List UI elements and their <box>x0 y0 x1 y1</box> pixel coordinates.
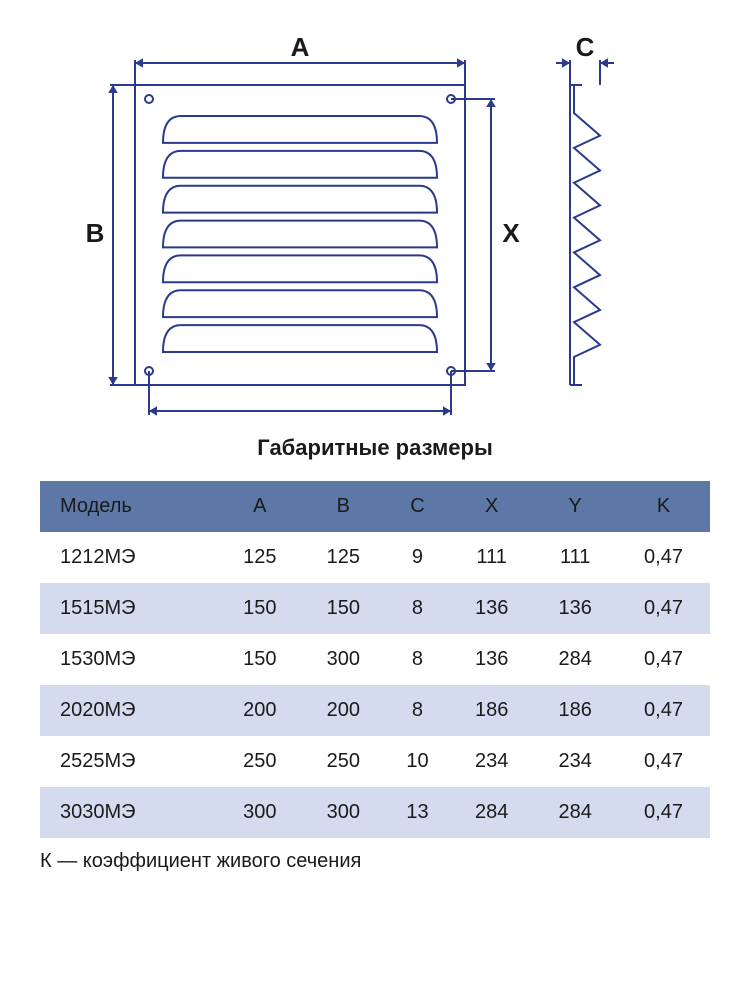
col-header: C <box>385 481 450 532</box>
table-row: 1530МЭ15030081362840,47 <box>40 634 710 685</box>
table-cell: 186 <box>450 685 534 736</box>
table-cell: 150 <box>218 583 302 634</box>
table-row: 2525МЭ250250102342340,47 <box>40 736 710 787</box>
dimensions-diagram: A B X Y C <box>40 30 710 420</box>
col-header: X <box>450 481 534 532</box>
table-cell: 0,47 <box>617 736 710 787</box>
diagram-svg: A B X Y C <box>40 30 710 420</box>
svg-text:B: B <box>86 218 105 248</box>
table-cell: 0,47 <box>617 532 710 583</box>
table-cell: 200 <box>302 685 386 736</box>
table-cell: 284 <box>533 787 617 838</box>
table-cell: 2525МЭ <box>40 736 218 787</box>
table-cell: 284 <box>533 634 617 685</box>
table-cell: 8 <box>385 685 450 736</box>
table-cell: 8 <box>385 583 450 634</box>
table-cell: 136 <box>450 634 534 685</box>
col-header: B <box>302 481 386 532</box>
table-cell: 136 <box>450 583 534 634</box>
table-header-row: МодельABCXYK <box>40 481 710 532</box>
table-title: Габаритные размеры <box>40 435 710 461</box>
table-cell: 300 <box>302 787 386 838</box>
table-cell: 1530МЭ <box>40 634 218 685</box>
table-cell: 234 <box>533 736 617 787</box>
table-cell: 0,47 <box>617 634 710 685</box>
table-cell: 234 <box>450 736 534 787</box>
col-header: Модель <box>40 481 218 532</box>
table-cell: 186 <box>533 685 617 736</box>
table-cell: 250 <box>302 736 386 787</box>
table-cell: 9 <box>385 532 450 583</box>
col-header: K <box>617 481 710 532</box>
table-cell: 1515МЭ <box>40 583 218 634</box>
table-cell: 300 <box>218 787 302 838</box>
table-cell: 136 <box>533 583 617 634</box>
table-cell: 111 <box>533 532 617 583</box>
footnote: К — коэффициент живого сечения <box>40 850 710 873</box>
table-cell: 3030МЭ <box>40 787 218 838</box>
table-cell: 0,47 <box>617 787 710 838</box>
svg-text:Y: Y <box>291 416 308 420</box>
svg-text:A: A <box>291 32 310 62</box>
table-row: 1515МЭ15015081361360,47 <box>40 583 710 634</box>
table-cell: 250 <box>218 736 302 787</box>
table-cell: 13 <box>385 787 450 838</box>
table-cell: 111 <box>450 532 534 583</box>
table-cell: 150 <box>302 583 386 634</box>
table-cell: 125 <box>218 532 302 583</box>
table-cell: 0,47 <box>617 583 710 634</box>
table-cell: 2020МЭ <box>40 685 218 736</box>
table-cell: 1212МЭ <box>40 532 218 583</box>
table-cell: 150 <box>218 634 302 685</box>
table-row: 2020МЭ20020081861860,47 <box>40 685 710 736</box>
svg-text:C: C <box>576 32 595 62</box>
table-row: 1212МЭ12512591111110,47 <box>40 532 710 583</box>
table-cell: 284 <box>450 787 534 838</box>
table-body: 1212МЭ12512591111110,471515МЭ15015081361… <box>40 532 710 838</box>
col-header: A <box>218 481 302 532</box>
table-cell: 200 <box>218 685 302 736</box>
svg-text:X: X <box>502 218 520 248</box>
table-cell: 10 <box>385 736 450 787</box>
table-cell: 125 <box>302 532 386 583</box>
spec-table: МодельABCXYK 1212МЭ12512591111110,471515… <box>40 481 710 838</box>
table-row: 3030МЭ300300132842840,47 <box>40 787 710 838</box>
col-header: Y <box>533 481 617 532</box>
table-cell: 300 <box>302 634 386 685</box>
table-cell: 0,47 <box>617 685 710 736</box>
table-cell: 8 <box>385 634 450 685</box>
